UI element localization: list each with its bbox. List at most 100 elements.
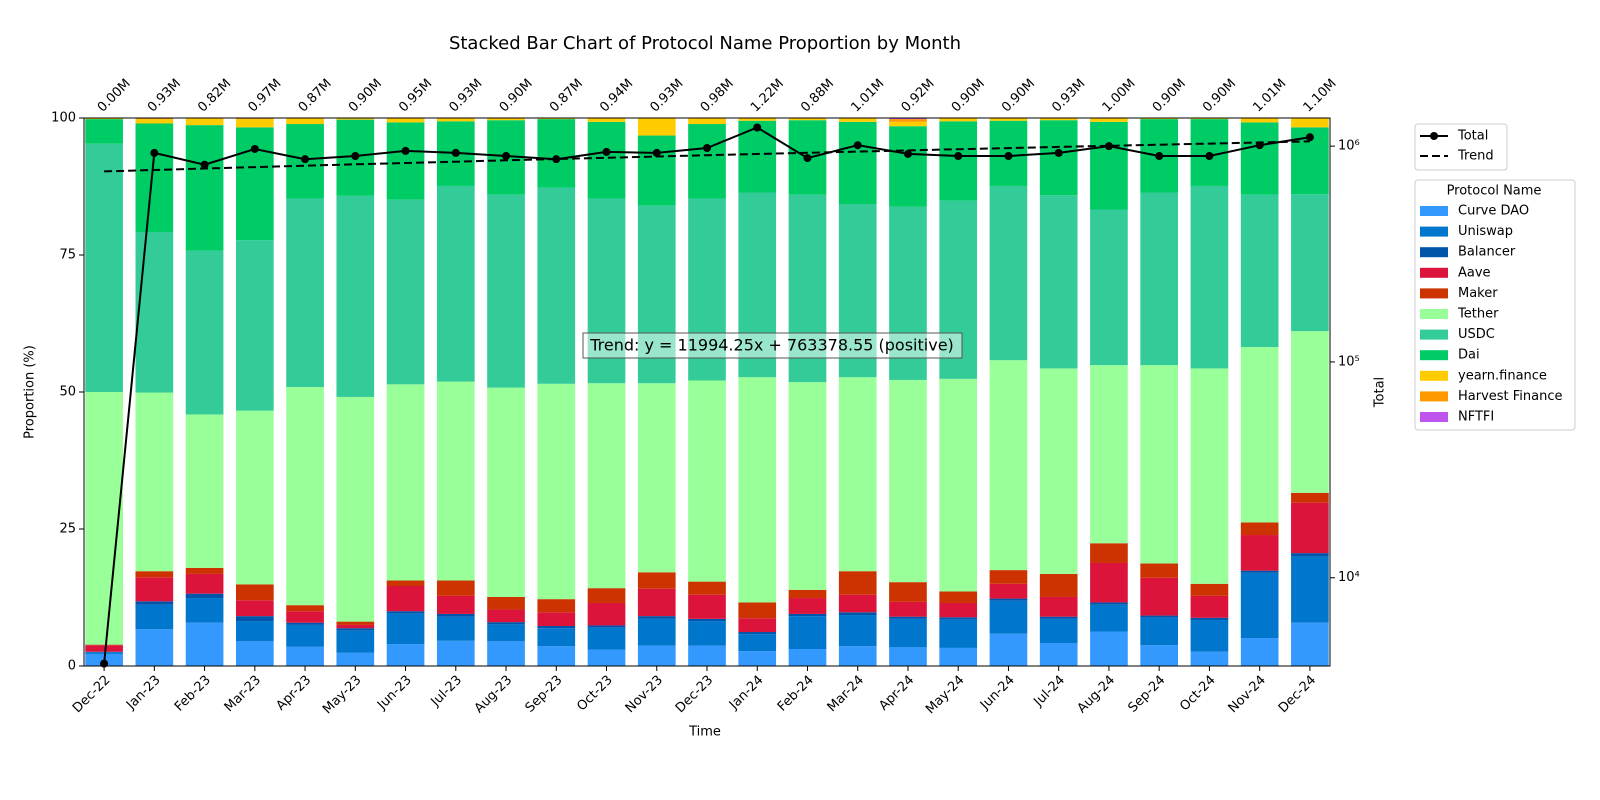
bar-segment [185, 250, 224, 415]
bar-segment [135, 601, 174, 605]
bar-segment [436, 381, 475, 581]
legend-label: Maker [1458, 286, 1498, 301]
x-tick-label: Jun-24 [977, 673, 1018, 714]
bar-segment [1039, 642, 1078, 666]
bar-segment [1140, 617, 1179, 646]
value-label: 0.98M [698, 76, 737, 115]
bar-segment [1240, 522, 1279, 536]
legend-label: USDC [1458, 327, 1495, 342]
bar-segment [889, 119, 927, 122]
bar-segment [838, 612, 877, 616]
bar-segment [135, 577, 174, 602]
bar-segment [1240, 118, 1279, 123]
value-label: 0.90M [346, 76, 385, 115]
bar-segment [889, 118, 927, 120]
legend-label: Curve DAO [1458, 204, 1529, 219]
bar-segment [637, 618, 676, 646]
y-axis-label: Proportion (%) [23, 345, 38, 439]
x-tick-label: Nov-24 [1226, 673, 1269, 716]
y-tick-label: 100 [51, 111, 76, 126]
y-tick-label: 75 [59, 248, 76, 263]
bar-segment [537, 599, 576, 613]
bar-segment [939, 591, 978, 603]
bar-segment [386, 585, 425, 612]
bar-segment [587, 625, 626, 628]
bar-segment [537, 383, 576, 600]
bar-segment [688, 118, 726, 125]
legend-swatch [1420, 288, 1448, 299]
value-label: 0.92M [899, 76, 938, 115]
value-label: 1.10M [1301, 76, 1340, 115]
bar-segment [185, 593, 224, 599]
legend-label: Uniswap [1458, 224, 1513, 239]
bar-segment [587, 649, 626, 666]
bar-segment [336, 630, 375, 653]
x-tick-label: Oct-24 [1177, 673, 1219, 715]
x-tick-label: Aug-24 [1075, 673, 1119, 717]
bar-segment [738, 120, 777, 193]
bar-segment [989, 185, 1028, 361]
bar-segment [637, 588, 676, 617]
bar-segment [1291, 502, 1329, 554]
bar-segment [738, 634, 777, 652]
value-label: 0.94M [597, 76, 636, 115]
bar-segment [537, 628, 576, 647]
bar-segment [336, 652, 375, 666]
bar-segment [386, 644, 425, 666]
line-marker [652, 148, 661, 157]
bar-segment [1190, 185, 1229, 369]
bar-segment [889, 582, 927, 602]
line-marker [1155, 152, 1164, 161]
bar-segment [738, 651, 777, 666]
bar-segment [989, 598, 1028, 601]
bar-segment [889, 647, 927, 666]
line-marker [1104, 142, 1113, 151]
x-tick-label: Dec-23 [673, 673, 716, 716]
bar-segment [1291, 556, 1329, 623]
bar-segment [1291, 331, 1329, 493]
bar-segment [1190, 651, 1229, 666]
bar-segment [386, 613, 425, 645]
bar-segment [85, 118, 123, 120]
bar-segment [1090, 118, 1128, 122]
bar-segment [537, 625, 576, 629]
bar-segment [1090, 543, 1128, 563]
bar-segment [185, 414, 224, 568]
bar-segment [637, 645, 676, 666]
legend-swatch [1420, 226, 1448, 237]
bar-segment [85, 392, 123, 645]
bar-segment [838, 646, 877, 666]
legend-swatch [1420, 391, 1448, 402]
bar-segment [688, 581, 726, 595]
bar-segment [135, 629, 174, 666]
bar-segment [336, 195, 375, 397]
bar-segment [587, 118, 626, 122]
bar-segment [587, 588, 626, 603]
value-label: 0.82M [195, 76, 234, 115]
y2-axis-label: Total [1373, 377, 1388, 408]
bar-segment [1240, 347, 1279, 523]
bar-segment [1240, 535, 1279, 571]
bar-segment [1090, 631, 1128, 666]
bar-segment [286, 611, 324, 623]
bar-segment [235, 621, 274, 642]
bar-segment [1140, 577, 1179, 616]
legend: Curve DAO Uniswap Balancer Aave Maker Tether U… [1420, 129, 1563, 425]
bar-segment [1039, 596, 1078, 617]
value-label: 0.90M [949, 76, 988, 115]
y2-tick-label: 10⁴ [1338, 570, 1360, 585]
bar-segment [537, 119, 576, 188]
legend-title: Protocol Name [1447, 184, 1542, 199]
x-tick-label: Sep-24 [1126, 673, 1169, 716]
bar-segment [1090, 365, 1128, 544]
value-label: 0.90M [1200, 76, 1239, 115]
bar-segment [688, 618, 726, 622]
bar-segment [939, 121, 978, 201]
value-label: 0.95M [396, 76, 435, 115]
bar-segment [135, 123, 174, 232]
legend-swatch [1420, 412, 1448, 422]
bar-segment [788, 649, 827, 666]
legend-swatch [1420, 206, 1448, 216]
legend-label: NFTFI [1458, 410, 1494, 425]
bar-segment [1190, 583, 1229, 596]
